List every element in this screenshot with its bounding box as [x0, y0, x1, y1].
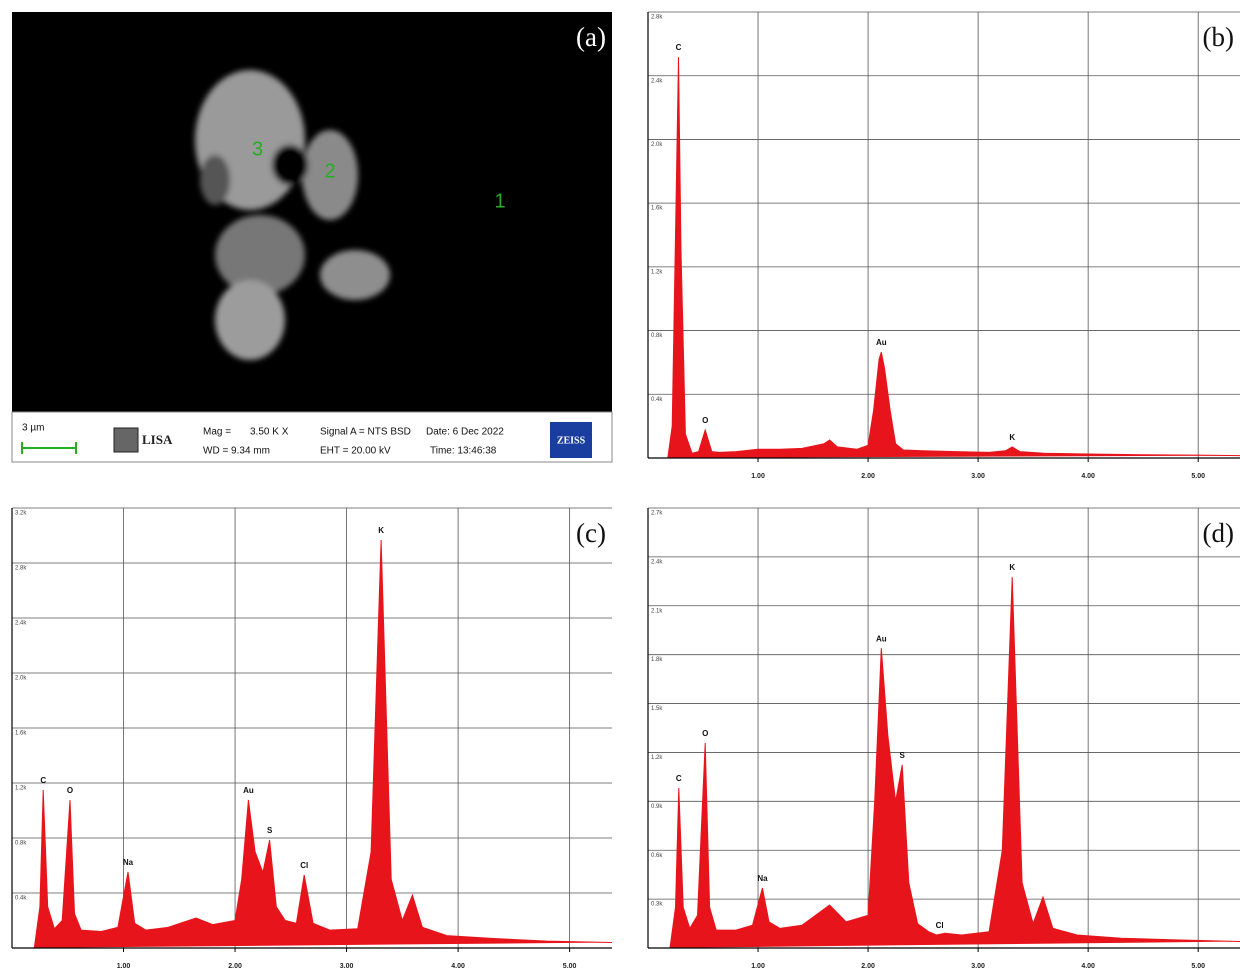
- x-tick-label: 1.00: [751, 473, 765, 480]
- y-tick-label: 1.8k: [651, 657, 663, 663]
- x-tick-label: 4.00: [451, 963, 465, 970]
- sem-image: [12, 12, 612, 412]
- y-tick-label: 1.2k: [651, 269, 663, 275]
- panel-label: (a): [576, 22, 606, 52]
- y-tick-label: 2.4k: [651, 559, 663, 565]
- y-tick-label: 0.9k: [651, 804, 663, 810]
- y-tick-label: 0.4k: [651, 397, 663, 403]
- brand-box: [550, 422, 592, 458]
- peak-label: C: [40, 776, 46, 785]
- peak-label: C: [676, 43, 682, 52]
- y-tick-label: 2.1k: [651, 608, 663, 614]
- peak-label: K: [378, 526, 384, 535]
- time: Time: 13:46:38: [430, 446, 497, 457]
- signal: Signal A = NTS BSD: [320, 427, 411, 438]
- peak-label: Cl: [936, 921, 944, 930]
- point-label: 3: [252, 138, 263, 160]
- x-tick-label: 4.00: [1081, 963, 1095, 970]
- peak-label: O: [67, 786, 73, 795]
- mag-label: Mag =: [203, 427, 231, 438]
- x-tick-label: 3.00: [971, 473, 985, 480]
- x-tick-label: 3.00: [340, 963, 354, 970]
- y-tick-label: 2.0k: [651, 142, 663, 148]
- y-tick-label: 3.2k: [15, 511, 27, 517]
- peak-label: C: [676, 774, 682, 783]
- x-tick-label: 3.00: [971, 963, 985, 970]
- point-label: 1: [494, 190, 505, 212]
- scale-bar: [21, 442, 77, 454]
- peak-label: Na: [757, 874, 768, 883]
- y-tick-label: 2.8k: [15, 566, 27, 572]
- point-label: 2: [324, 160, 335, 182]
- brand: ZEISS: [557, 435, 586, 446]
- peak-label: Au: [876, 338, 887, 347]
- spectrum: [659, 577, 1240, 949]
- peak-label: S: [900, 751, 906, 760]
- x-tick-label: 5.00: [563, 963, 577, 970]
- y-tick-label: 2.4k: [651, 78, 663, 84]
- y-tick-label: 0.6k: [651, 853, 663, 859]
- sem-panel: 3 2 1 (a) 3 µm LISA Mag = 3.50 K X WD = …: [11, 12, 613, 463]
- peak-label: S: [267, 826, 273, 835]
- x-tick-label: 4.00: [1081, 473, 1095, 480]
- x-tick-label: 2.00: [861, 963, 875, 970]
- y-tick-label: 0.3k: [651, 902, 663, 908]
- peak-label: Au: [876, 634, 887, 643]
- panel-label: (d): [1203, 518, 1234, 548]
- x-tick-label: 2.00: [861, 473, 875, 480]
- x-tick-label: 2.00: [228, 963, 242, 970]
- panel-label: (b): [1203, 22, 1234, 52]
- plot-area: [648, 12, 1240, 458]
- date: Date: 6 Dec 2022: [426, 427, 504, 438]
- particle: [195, 70, 390, 360]
- x-tick-label: 1.00: [751, 963, 765, 970]
- y-tick-label: 0.8k: [15, 841, 27, 847]
- panel-label: (c): [576, 518, 606, 548]
- y-tick-label: 0.4k: [15, 896, 27, 902]
- y-tick-label: 2.8k: [651, 15, 663, 21]
- peak-label: K: [1009, 433, 1015, 442]
- spectrum: [659, 57, 1240, 459]
- scale-label: 3 µm: [22, 423, 44, 434]
- y-tick-label: 2.7k: [651, 511, 663, 517]
- logo-cube: [113, 427, 139, 453]
- mag: 3.50 K X: [250, 427, 289, 438]
- eht: EHT = 20.00 kV: [320, 446, 391, 457]
- peak-label: Na: [123, 858, 134, 867]
- plot-area: [648, 508, 1240, 948]
- peak-label: K: [1009, 563, 1015, 572]
- info-bar: [11, 411, 613, 463]
- x-tick-label: 5.00: [1191, 963, 1205, 970]
- peak-label: O: [702, 416, 708, 425]
- peak-label: Cl: [300, 861, 308, 870]
- y-tick-label: 2.0k: [15, 676, 27, 682]
- spectrum: [23, 539, 613, 949]
- y-tick-label: 1.2k: [651, 755, 663, 761]
- y-tick-label: 2.4k: [15, 621, 27, 627]
- y-tick-label: 0.8k: [651, 333, 663, 339]
- x-tick-label: 5.00: [1191, 473, 1205, 480]
- wd: WD = 9.34 mm: [203, 446, 270, 457]
- peak-label: O: [702, 729, 708, 738]
- peak-label: Au: [243, 786, 254, 795]
- y-tick-label: 1.5k: [651, 706, 663, 712]
- logo: LISA: [142, 432, 173, 447]
- y-tick-label: 1.6k: [651, 206, 663, 212]
- y-tick-label: 1.2k: [15, 786, 27, 792]
- y-tick-label: 1.6k: [15, 731, 27, 737]
- x-tick-label: 1.00: [117, 963, 131, 970]
